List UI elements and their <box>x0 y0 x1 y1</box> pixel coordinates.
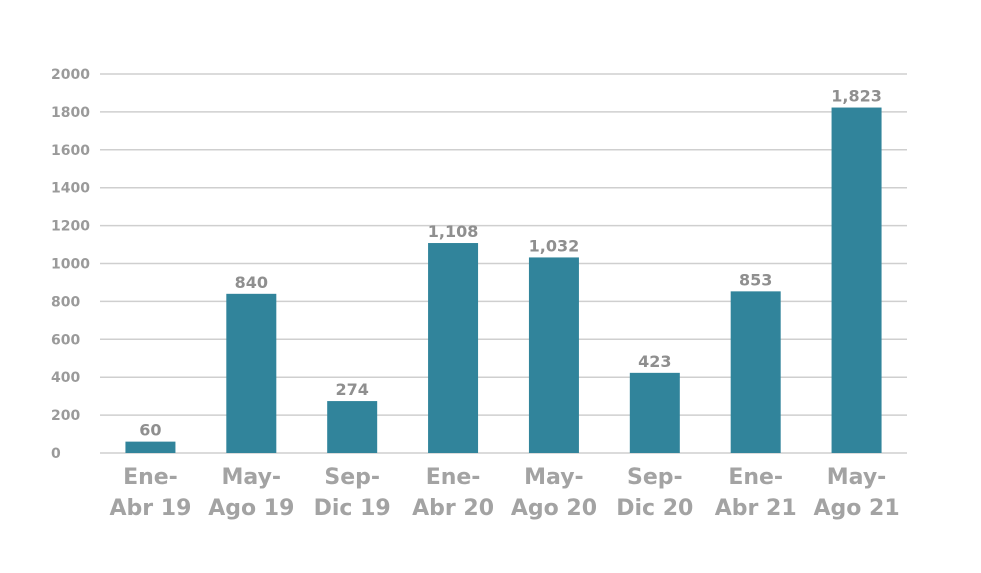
x-tick-label: Ene- Abr 20 <box>412 465 494 521</box>
bar <box>125 441 176 453</box>
x-tick-label-line: Ene- <box>123 465 178 490</box>
x-tick-label-line: Ago 21 <box>813 496 899 521</box>
x-tick-label-line: Dic 19 <box>314 496 391 521</box>
x-tick-label: May- Ago 20 <box>511 465 597 521</box>
y-tick-label: 400 <box>51 370 80 386</box>
y-axis-ticks: 0 200 400 600 800 1000 1200 1400 1600 1800 2000 <box>51 67 90 462</box>
data-labels: 60 840 274 1,108 1,032 423 853 1,823 <box>139 87 882 440</box>
data-label: 1,823 <box>831 87 882 106</box>
bar <box>226 293 277 453</box>
bar <box>831 107 882 453</box>
y-tick-label: 1800 <box>51 105 90 121</box>
data-label: 60 <box>139 421 161 440</box>
x-tick-label-line: Abr 21 <box>715 496 797 521</box>
x-tick-label-line: Ene- <box>426 465 481 490</box>
y-tick-label: 1200 <box>51 219 90 235</box>
bar <box>428 243 479 453</box>
data-label: 423 <box>638 352 671 371</box>
data-label: 840 <box>235 273 268 292</box>
x-tick-label-line: Abr 20 <box>412 496 494 521</box>
x-tick-label-line: Ago 19 <box>208 496 294 521</box>
data-label: 853 <box>739 270 772 289</box>
x-tick-label: Ene- Abr 21 <box>715 465 797 521</box>
y-tick-label: 1400 <box>51 181 90 197</box>
bar <box>629 372 680 453</box>
x-tick-label: May- Ago 19 <box>208 465 294 521</box>
x-tick-label: May- Ago 21 <box>813 465 899 521</box>
x-tick-label-line: Abr 19 <box>109 496 191 521</box>
gridlines <box>100 73 907 454</box>
x-tick-label-line: May- <box>524 465 584 490</box>
bar <box>730 291 781 453</box>
x-tick-label-line: Sep- <box>324 465 380 490</box>
y-tick-label: 1600 <box>51 143 90 159</box>
x-axis-ticks: Ene- Abr 19 May- Ago 19 Sep- Dic 19 Ene- Abr 20… <box>109 465 899 521</box>
data-label: 1,032 <box>529 236 580 255</box>
x-tick-label: Sep- Dic 20 <box>616 465 693 521</box>
y-tick-label: 200 <box>51 408 80 424</box>
data-label: 274 <box>335 380 368 399</box>
x-tick-label-line: Sep- <box>627 465 683 490</box>
y-tick-label: 800 <box>51 294 80 310</box>
y-tick-label: 0 <box>51 446 61 462</box>
bar <box>327 401 378 453</box>
x-tick-label-line: May- <box>827 465 887 490</box>
data-label: 1,108 <box>428 222 479 241</box>
y-tick-label: 2000 <box>51 67 90 83</box>
x-tick-label-line: Dic 20 <box>616 496 693 521</box>
bars <box>125 107 882 453</box>
x-tick-label: Sep- Dic 19 <box>314 465 391 521</box>
x-tick-label-line: Ago 20 <box>511 496 597 521</box>
x-tick-label-line: May- <box>222 465 282 490</box>
y-tick-label: 1000 <box>51 257 90 273</box>
y-tick-label: 600 <box>51 332 80 348</box>
x-tick-label: Ene- Abr 19 <box>109 465 191 521</box>
bar <box>528 257 579 453</box>
x-tick-label-line: Ene- <box>728 465 783 490</box>
